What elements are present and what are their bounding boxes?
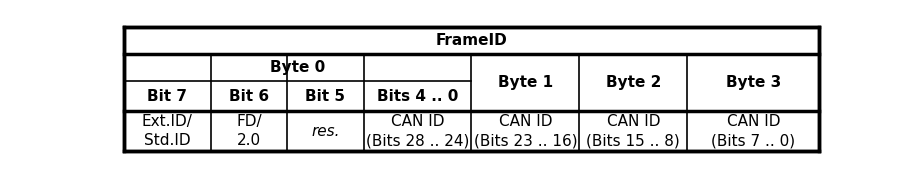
Text: CAN ID
(Bits 15 .. 8): CAN ID (Bits 15 .. 8) [585, 114, 679, 148]
Text: Bit 6: Bit 6 [229, 89, 268, 104]
Text: Ext.ID/
Std.ID: Ext.ID/ Std.ID [142, 114, 192, 148]
Text: FrameID: FrameID [436, 33, 506, 48]
Text: FD/
2.0: FD/ 2.0 [236, 114, 261, 148]
Text: res.: res. [311, 124, 339, 139]
Text: CAN ID
(Bits 28 .. 24): CAN ID (Bits 28 .. 24) [366, 114, 469, 148]
Text: Byte 3: Byte 3 [725, 75, 780, 90]
Text: Bit 7: Bit 7 [147, 89, 187, 104]
Text: Byte 2: Byte 2 [605, 75, 660, 90]
Text: CAN ID
(Bits 23 .. 16): CAN ID (Bits 23 .. 16) [473, 114, 576, 148]
Text: Byte 0: Byte 0 [269, 60, 324, 75]
Text: Bit 5: Bit 5 [305, 89, 345, 104]
Text: CAN ID
(Bits 7 .. 0): CAN ID (Bits 7 .. 0) [710, 114, 795, 148]
Text: Byte 1: Byte 1 [497, 75, 552, 90]
Text: Bits 4 .. 0: Bits 4 .. 0 [377, 89, 458, 104]
